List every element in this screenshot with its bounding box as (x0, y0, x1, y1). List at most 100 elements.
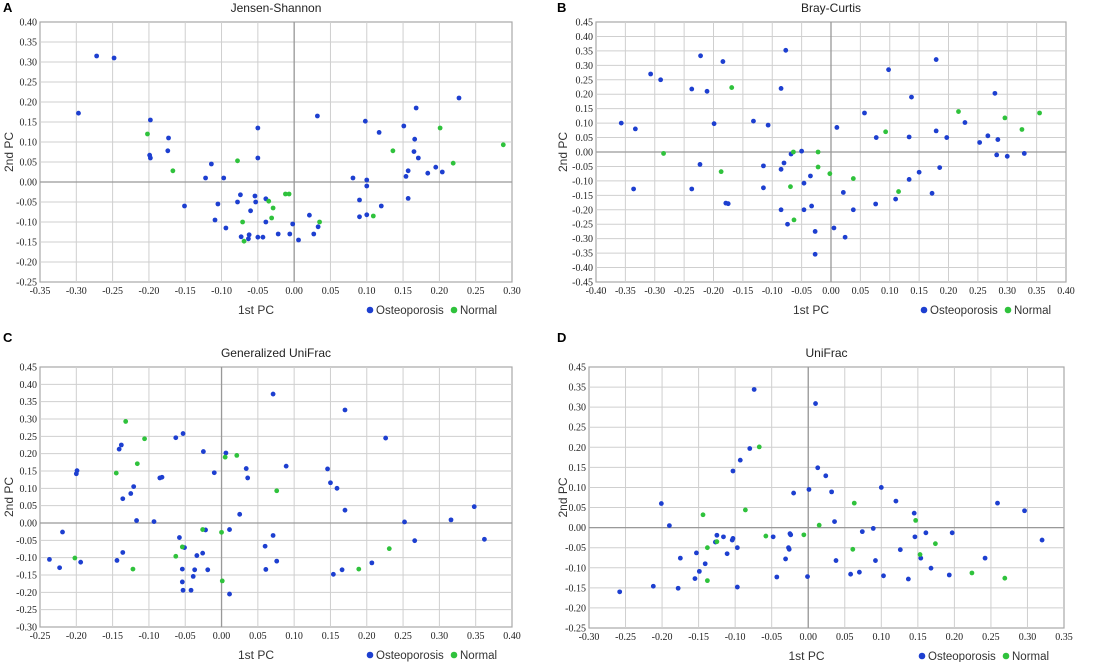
data-point (255, 155, 261, 161)
data-point (933, 128, 939, 134)
data-point (60, 529, 65, 535)
data-point (949, 530, 955, 536)
x-tick-label: 0.25 (467, 286, 485, 297)
data-point (500, 142, 506, 148)
y-tick-label: -0.10 (565, 563, 586, 574)
data-point (714, 539, 720, 545)
data-point (812, 251, 818, 257)
data-point (1037, 110, 1042, 116)
data-point (111, 55, 117, 61)
data-point (192, 567, 198, 573)
x-tick-label: -0.10 (725, 632, 746, 643)
data-point (906, 177, 912, 182)
y-tick-label: 0.10 (20, 484, 38, 495)
x-tick-label: 0.35 (1055, 632, 1073, 643)
y-tick-label: 0.00 (20, 178, 38, 189)
x-tick-label: 0.25 (394, 631, 412, 642)
data-point (131, 484, 137, 489)
data-point (200, 527, 206, 532)
y-tick-label: 0.15 (20, 118, 38, 129)
data-point (120, 496, 126, 502)
series-normal (661, 85, 1042, 223)
data-point (357, 214, 362, 220)
data-point (897, 547, 903, 553)
data-point (159, 474, 165, 480)
x-tick-label: 0.20 (940, 286, 958, 297)
data-point (266, 198, 272, 204)
y-tick-label: 0.25 (20, 432, 38, 443)
legend-marker (1004, 306, 1012, 314)
data-point (255, 234, 261, 240)
x-axis-label: 1st PC (238, 648, 274, 662)
data-point (269, 215, 275, 221)
data-point (227, 591, 232, 597)
data-point (742, 507, 748, 513)
data-point (412, 538, 418, 544)
legend-label: Normal (460, 650, 497, 662)
data-point (906, 134, 912, 140)
legend-marker (918, 652, 926, 660)
x-tick-label: -0.40 (586, 286, 607, 297)
data-point (929, 190, 935, 196)
data-point (761, 185, 766, 191)
y-tick-label: -0.10 (572, 176, 593, 187)
data-point (788, 532, 794, 538)
y-tick-label: 0.35 (20, 38, 38, 49)
x-tick-label: -0.10 (211, 286, 232, 297)
y-tick-label: -0.35 (572, 249, 593, 260)
data-point (227, 527, 232, 532)
data-point (130, 566, 136, 572)
x-tick-label: 0.30 (503, 286, 521, 297)
data-point (286, 191, 292, 197)
data-point (832, 519, 837, 524)
data-point (330, 571, 336, 577)
y-tick-label: -0.45 (572, 278, 593, 289)
y-tick-label: -0.05 (16, 198, 37, 209)
data-point (813, 401, 818, 406)
x-tick-label: 0.25 (969, 286, 987, 297)
data-point (815, 149, 821, 155)
data-point (248, 208, 253, 214)
data-point (448, 517, 454, 523)
data-point (859, 529, 865, 535)
x-tick-label: -0.10 (762, 286, 783, 297)
data-point (761, 163, 766, 169)
y-axis-label: 2nd PC (2, 132, 16, 172)
legend-marker (450, 651, 458, 659)
y-tick-label: 0.05 (20, 158, 38, 169)
data-point (694, 550, 699, 556)
x-tick-label: -0.15 (102, 631, 123, 642)
data-point (350, 175, 356, 181)
data-point (689, 86, 695, 92)
data-point (833, 558, 839, 563)
data-point (812, 229, 818, 234)
data-point (786, 546, 792, 552)
y-tick-label: 0.00 (569, 523, 587, 534)
x-tick-label: 0.20 (358, 631, 376, 642)
x-tick-label: -0.20 (139, 286, 160, 297)
data-point (831, 225, 837, 231)
data-point (886, 67, 891, 73)
data-point (221, 175, 227, 181)
data-point (923, 530, 929, 536)
data-point (909, 94, 914, 100)
data-point (765, 122, 771, 128)
data-point (255, 125, 261, 131)
data-point (1022, 508, 1027, 514)
data-point (992, 90, 998, 96)
x-tick-label: -0.10 (139, 631, 160, 642)
x-tick-label: -0.25 (615, 632, 636, 643)
y-tick-label: -0.05 (565, 543, 586, 554)
data-point (263, 567, 269, 572)
plot-frame (39, 366, 513, 628)
x-tick-label: 0.05 (249, 631, 267, 642)
x-tick-label: 0.20 (431, 286, 449, 297)
data-point (658, 501, 664, 506)
data-point (1002, 575, 1008, 581)
y-tick-label: 0.15 (20, 467, 38, 478)
panel-letter: A (3, 0, 13, 15)
data-point (700, 512, 706, 518)
y-tick-label: -0.25 (16, 605, 37, 616)
data-point (747, 446, 753, 451)
